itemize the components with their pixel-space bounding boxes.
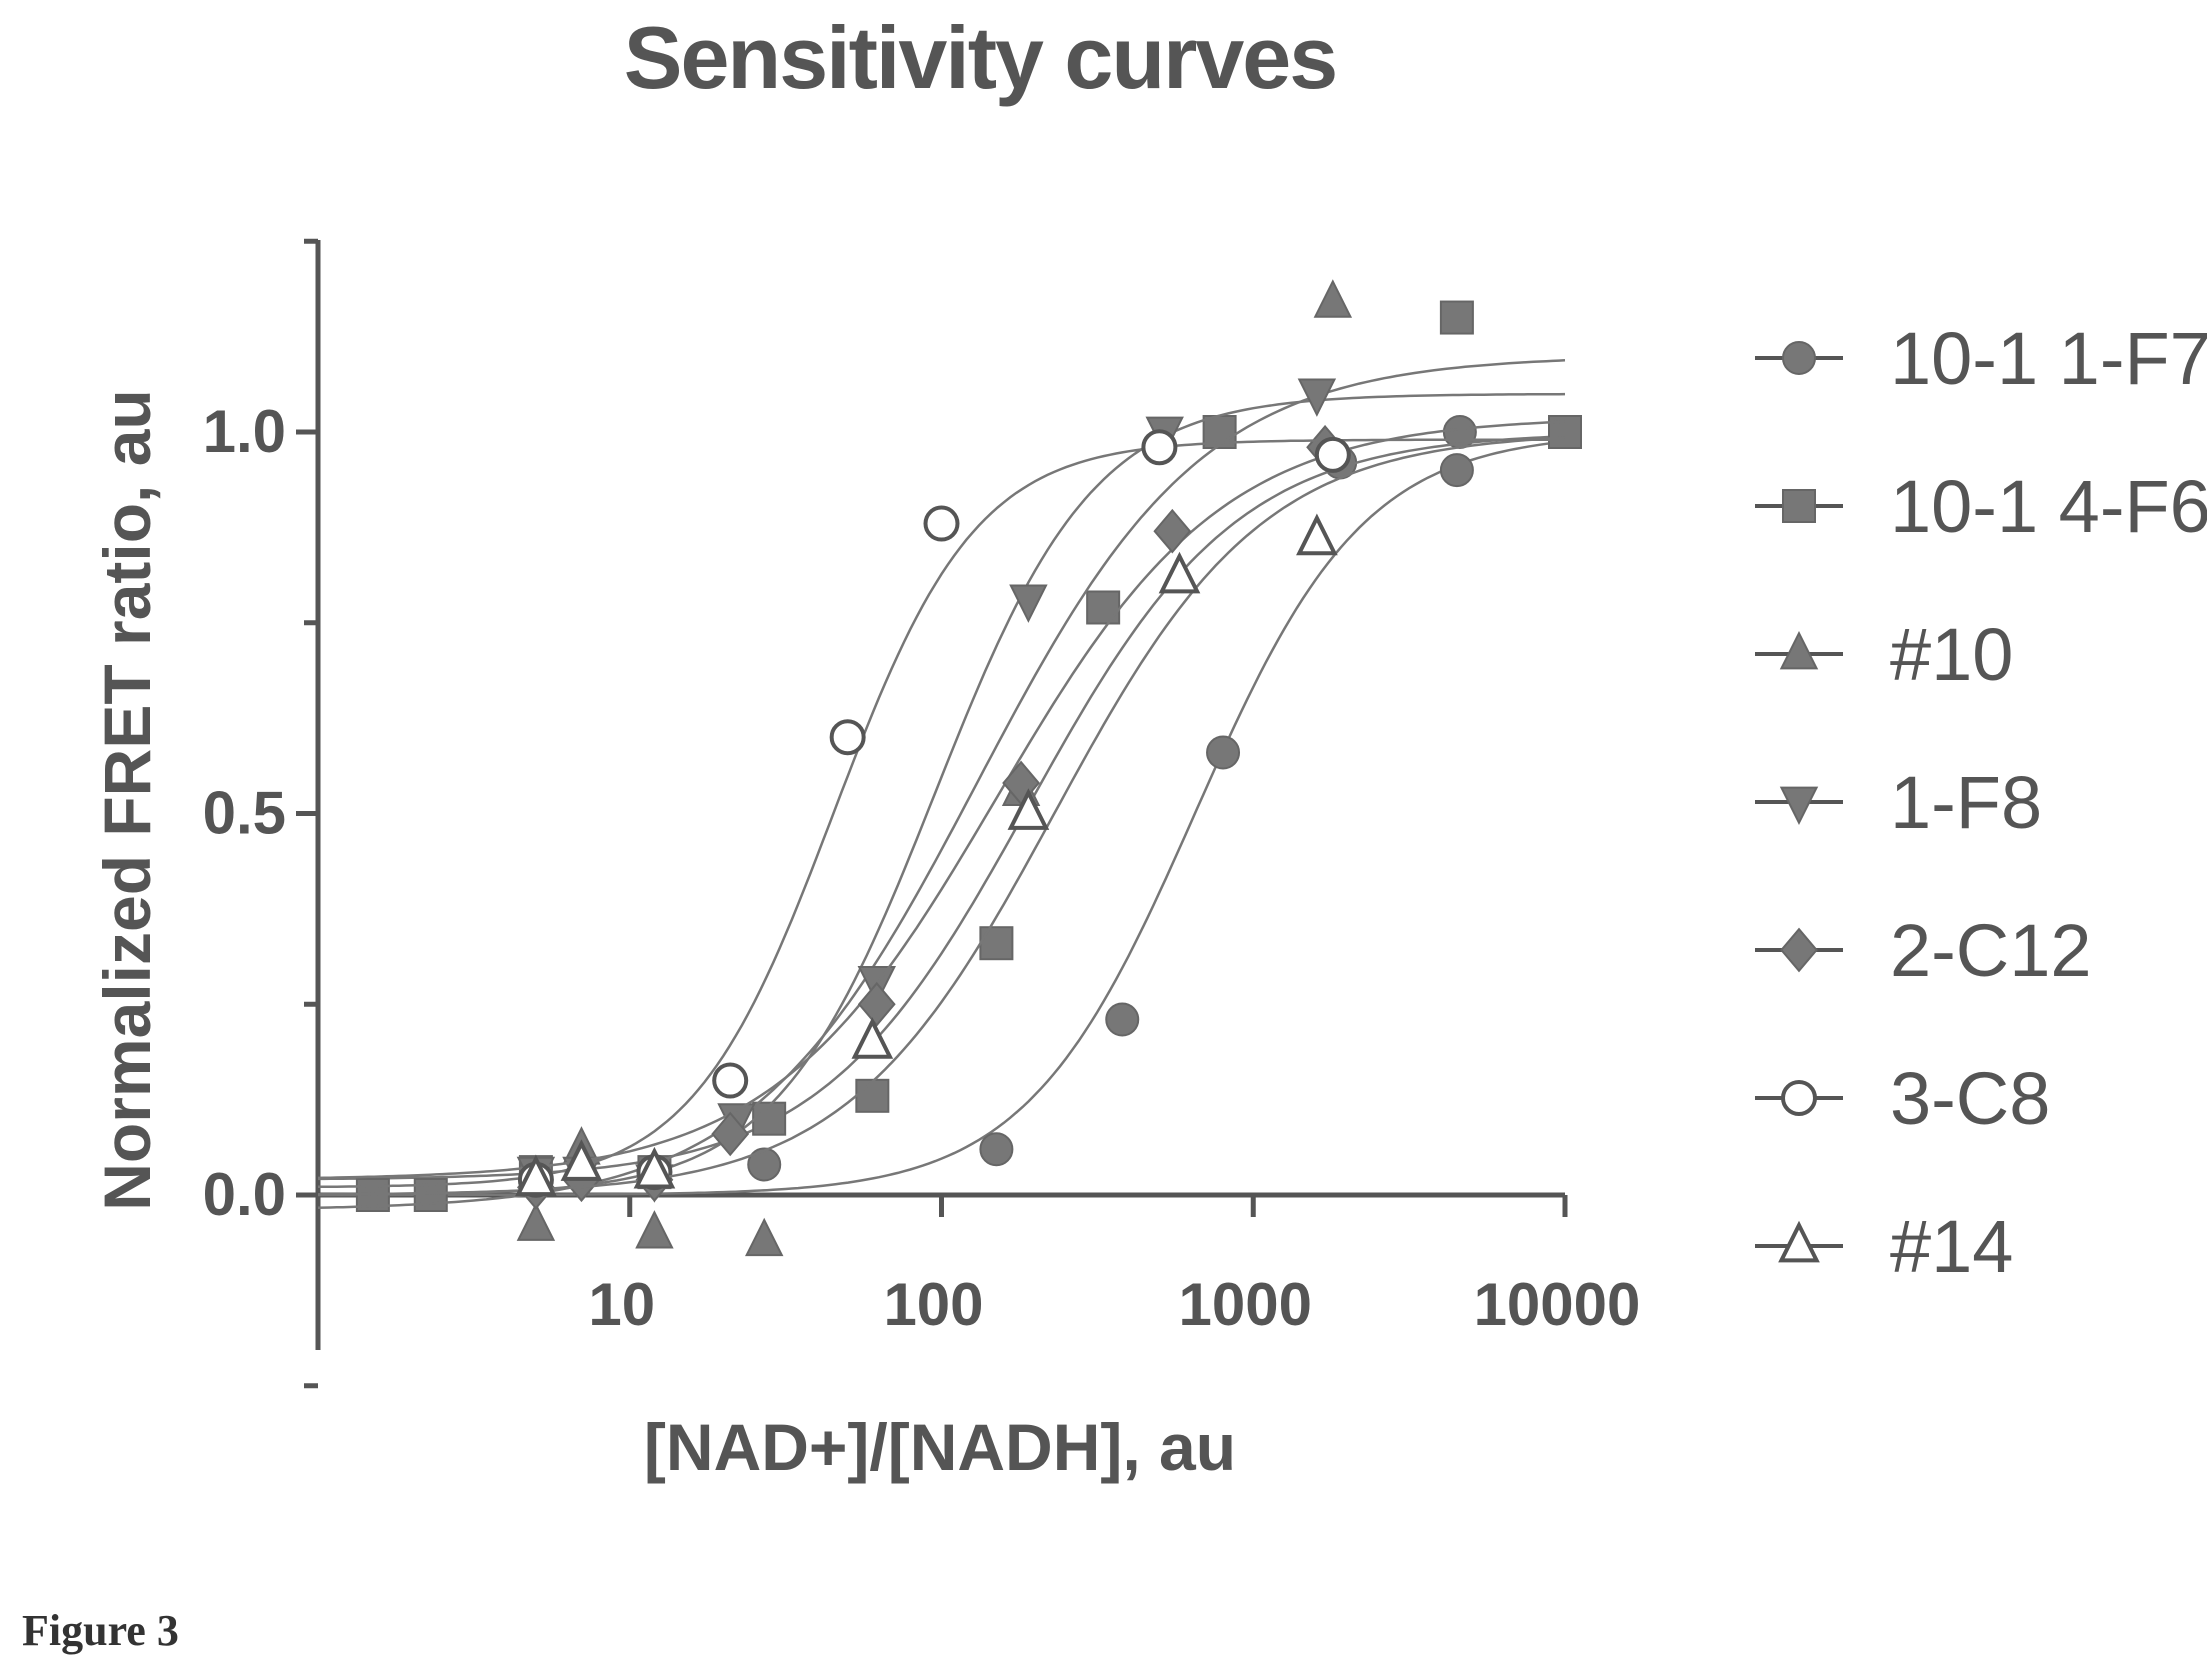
data-point <box>711 1111 750 1157</box>
series-6 <box>318 429 1565 1198</box>
y-tick-label: 0.5 <box>203 780 286 847</box>
legend-marker <box>1782 341 1816 375</box>
data-point <box>979 926 1014 961</box>
legend-label: #10 <box>1890 613 2013 696</box>
fit-curve <box>317 436 1566 1196</box>
y-axis-label: Normalized FRET ratio, au <box>90 389 164 1210</box>
chart-title: Sensitivity curves <box>624 8 1336 107</box>
data-point <box>1007 788 1050 830</box>
data-point <box>1009 584 1048 623</box>
data-point <box>712 1062 749 1099</box>
data-point <box>855 1078 890 1113</box>
legend-label: 10-1 1-F7 <box>1890 317 2207 400</box>
data-point <box>1297 378 1337 417</box>
series-3 <box>317 279 1566 1257</box>
legend-item: #14 <box>1755 1205 2013 1288</box>
legend-item: 1-F8 <box>1755 761 2042 844</box>
x-tick-label: 10000 <box>1474 1271 1641 1338</box>
fit-curve <box>318 435 1566 1181</box>
data-point <box>1313 279 1353 318</box>
data-point <box>829 719 866 756</box>
data-point <box>1439 453 1474 488</box>
fit-curve <box>318 440 1566 1197</box>
legend-item: 10-1 1-F7 <box>1755 317 2207 400</box>
data-point <box>1105 1002 1140 1037</box>
y-tick-label: 1.0 <box>203 398 286 465</box>
legend-item: #10 <box>1755 613 2013 696</box>
fit-curve <box>317 359 1566 1210</box>
data-point <box>752 1101 787 1136</box>
legend-item: 10-1 4-F6 <box>1755 465 2207 548</box>
legend-label: 1-F8 <box>1890 761 2042 844</box>
y-ticks: 0.0 0.5 1.0 <box>203 238 318 1389</box>
data-point <box>633 1146 676 1189</box>
legend-marker <box>1780 927 1818 973</box>
legend-marker <box>1782 489 1816 523</box>
x-tick-label: 100 <box>883 1271 983 1338</box>
legend-label: 3-C8 <box>1890 1057 2050 1140</box>
data-point <box>1314 436 1351 473</box>
legend: 10-1 1-F7 10-1 4-F6 #10 1-F8 2-C12 3-C8 #14 <box>1755 317 2207 1288</box>
data-point <box>857 981 896 1027</box>
data-point <box>1206 735 1241 770</box>
data-point <box>1296 513 1338 556</box>
x-tick-label: 10 <box>588 1271 655 1338</box>
x-axis: 10 100 1000 10000 <box>315 1192 1641 1338</box>
fit-curve <box>318 438 1565 1189</box>
plot-area <box>317 279 1582 1257</box>
legend-label: 10-1 4-F6 <box>1890 465 2207 548</box>
data-point <box>516 1202 556 1241</box>
data-point <box>1141 429 1178 466</box>
x-ticks: 10 100 1000 10000 <box>315 1195 1641 1338</box>
x-tick-label: 1000 <box>1179 1271 1312 1338</box>
series-4 <box>317 378 1566 1203</box>
legend-marker <box>1779 786 1819 826</box>
data-point <box>1548 415 1582 449</box>
y-tick-label: 0.0 <box>203 1161 286 1228</box>
series-7 <box>317 436 1566 1197</box>
legend-label: 2-C12 <box>1890 909 2092 992</box>
legend-item: 3-C8 <box>1755 1057 2050 1140</box>
data-point <box>747 1147 782 1182</box>
legend-label: #14 <box>1890 1205 2013 1288</box>
data-point <box>635 1210 674 1249</box>
figure-caption: Figure 3 <box>22 1606 179 1655</box>
data-point <box>851 1017 894 1059</box>
data-point <box>1153 508 1192 554</box>
data-point <box>515 1154 557 1197</box>
y-axis: 0.0 0.5 1.0 <box>203 238 321 1389</box>
legend-marker <box>1779 630 1819 670</box>
data-point <box>1158 551 1201 594</box>
data-point <box>979 1132 1014 1167</box>
data-point <box>1086 590 1121 625</box>
data-point <box>923 505 960 542</box>
data-point <box>1439 300 1474 335</box>
data-point <box>560 1139 603 1181</box>
legend-item: 2-C12 <box>1755 909 2092 992</box>
legend-marker <box>1778 1220 1820 1263</box>
data-point <box>745 1217 784 1257</box>
x-axis-label: [NAD+]/[NADH], au <box>644 1410 1236 1484</box>
legend-marker <box>1781 1080 1817 1116</box>
